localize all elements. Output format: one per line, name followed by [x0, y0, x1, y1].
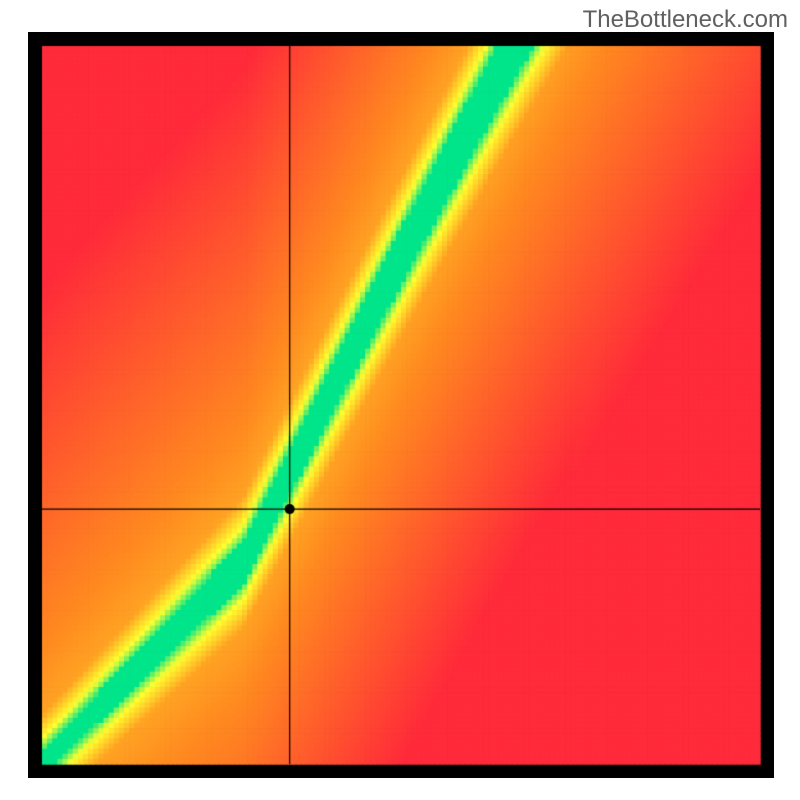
bottleneck-heatmap — [28, 32, 774, 778]
watermark-text: TheBottleneck.com — [583, 6, 788, 34]
chart-container: TheBottleneck.com — [0, 0, 800, 800]
